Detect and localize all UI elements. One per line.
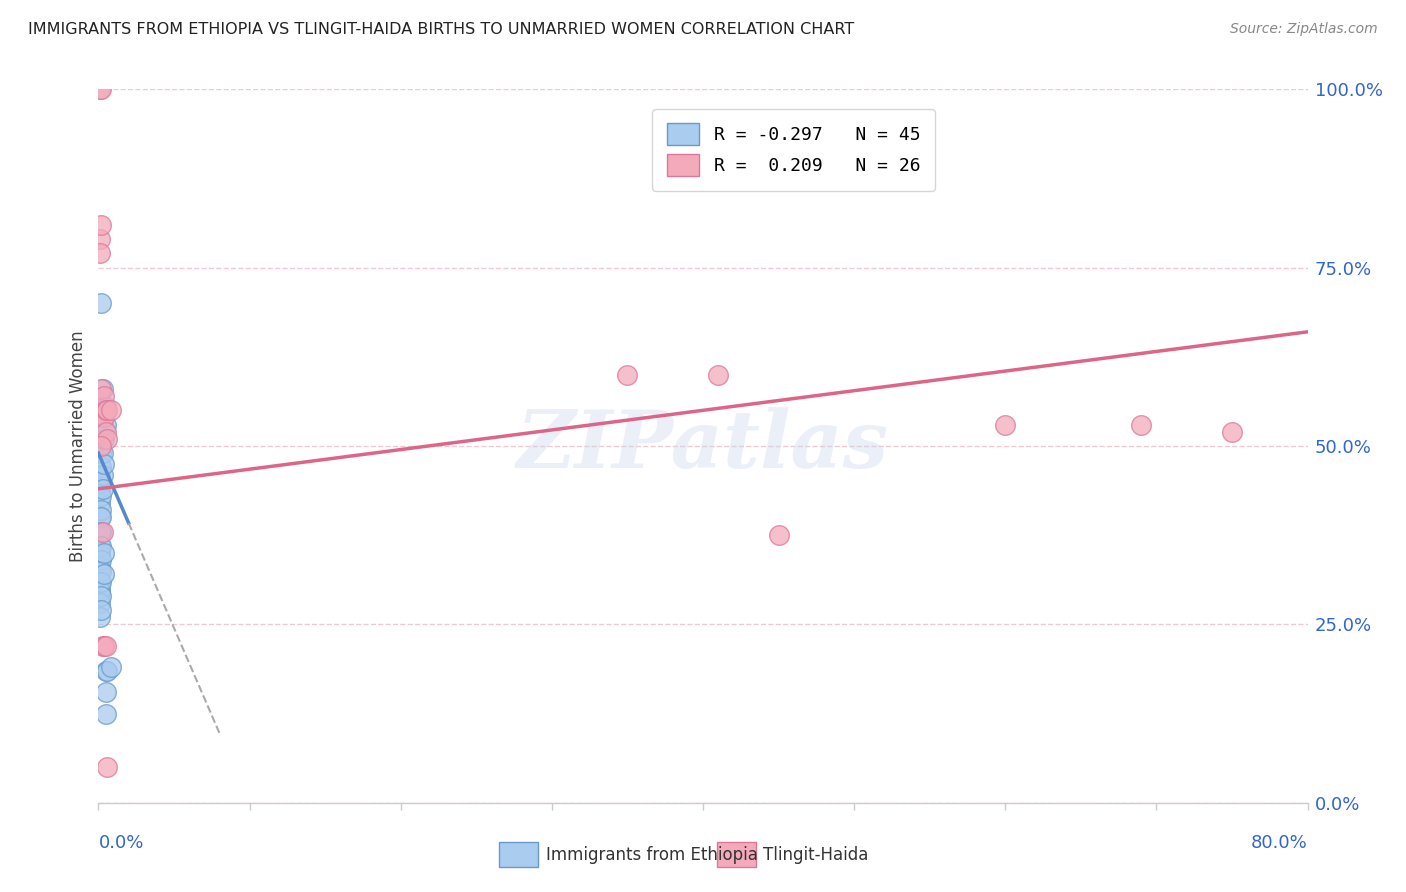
Point <box>90 539 112 553</box>
Point <box>94 639 117 653</box>
Point <box>96 664 118 678</box>
Point <box>89 482 111 496</box>
Point <box>91 417 114 432</box>
Point <box>89 82 111 96</box>
Point <box>89 246 111 260</box>
Point <box>616 368 638 382</box>
Point <box>91 482 114 496</box>
Point <box>1130 417 1153 432</box>
Point <box>90 439 112 453</box>
Text: ZIPatlas: ZIPatlas <box>517 408 889 484</box>
Point <box>768 528 790 542</box>
Point <box>94 706 117 721</box>
Point <box>91 639 114 653</box>
Point <box>90 524 112 539</box>
Point <box>89 585 111 599</box>
Point <box>91 446 114 460</box>
Point <box>1220 425 1243 439</box>
Point <box>94 400 117 414</box>
Point <box>91 382 114 396</box>
Point <box>707 368 730 382</box>
Point <box>90 603 112 617</box>
Point <box>90 503 112 517</box>
Point <box>100 403 122 417</box>
Point <box>90 460 112 475</box>
Point <box>90 553 112 567</box>
Point <box>90 564 112 578</box>
Point <box>93 410 115 425</box>
Legend: R = -0.297   N = 45, R =  0.209   N = 26: R = -0.297 N = 45, R = 0.209 N = 26 <box>652 109 935 191</box>
Text: IMMIGRANTS FROM ETHIOPIA VS TLINGIT-HAIDA BIRTHS TO UNMARRIED WOMEN CORRELATION : IMMIGRANTS FROM ETHIOPIA VS TLINGIT-HAID… <box>28 22 855 37</box>
Point <box>90 382 112 396</box>
Point <box>94 425 117 439</box>
Text: 80.0%: 80.0% <box>1251 834 1308 852</box>
Point <box>89 574 111 589</box>
Point <box>89 560 111 574</box>
Point <box>89 610 111 624</box>
Point <box>90 475 112 489</box>
Point <box>96 760 118 774</box>
Point <box>90 589 112 603</box>
Point <box>93 410 115 425</box>
Point <box>91 400 114 414</box>
Point <box>94 685 117 699</box>
Point <box>89 510 111 524</box>
Point <box>93 639 115 653</box>
Point <box>96 403 118 417</box>
Point <box>100 660 122 674</box>
Point <box>89 582 111 596</box>
Point <box>90 510 112 524</box>
Point <box>91 524 114 539</box>
Point <box>994 417 1017 432</box>
Point <box>90 218 112 232</box>
Point <box>91 467 114 482</box>
Point <box>93 432 115 446</box>
Point <box>89 467 111 482</box>
Point <box>89 596 111 610</box>
Point <box>93 546 115 560</box>
Point <box>89 539 111 553</box>
Point <box>94 664 117 678</box>
Point <box>90 82 112 96</box>
Point <box>89 496 111 510</box>
Text: Tlingit-Haida: Tlingit-Haida <box>763 846 869 863</box>
Point <box>93 389 115 403</box>
Point <box>89 546 111 560</box>
Point <box>90 489 112 503</box>
Point <box>96 432 118 446</box>
Point <box>94 403 117 417</box>
Y-axis label: Births to Unmarried Women: Births to Unmarried Women <box>69 330 87 562</box>
Point <box>89 524 111 539</box>
Point <box>93 567 115 582</box>
Text: Source: ZipAtlas.com: Source: ZipAtlas.com <box>1230 22 1378 37</box>
Point <box>94 417 117 432</box>
Point <box>90 296 112 310</box>
Point <box>90 574 112 589</box>
Text: Immigrants from Ethiopia: Immigrants from Ethiopia <box>546 846 758 863</box>
Point <box>90 446 112 460</box>
Point <box>91 407 114 421</box>
Point <box>89 232 111 246</box>
Point <box>93 457 115 471</box>
Text: 0.0%: 0.0% <box>98 834 143 852</box>
